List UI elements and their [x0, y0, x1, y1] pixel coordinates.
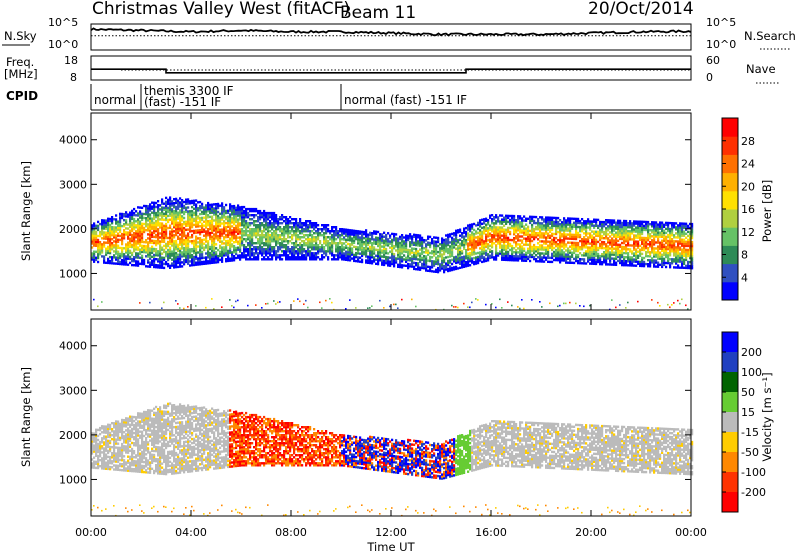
velocity-colorbar-swatch — [722, 392, 738, 413]
velocity-colorbar-tick: 100 — [741, 366, 762, 379]
power-colorbar-swatch — [722, 136, 738, 155]
power-colorbar: 4 8 12 16 20 24 28 — [721, 117, 755, 301]
noise-left-tick-bottom: 10^0 — [48, 38, 78, 51]
power-colorbar-swatch — [722, 263, 738, 283]
sky-noise-line — [90, 27, 692, 37]
power-colorbar-swatch — [722, 209, 738, 228]
time-tick-label: 08:00 — [275, 526, 307, 539]
power-colorbar-swatch — [722, 154, 738, 174]
y-tick-label: 3000 — [59, 178, 87, 191]
nave-label: Nave — [746, 62, 776, 76]
velocity-yticks: 1000 2000 3000 4000 — [59, 340, 691, 486]
velocity-colorbar-swatch — [722, 412, 738, 433]
velocity-colorbar-swatch — [722, 332, 738, 353]
nave-tick-bottom: 0 — [706, 71, 713, 84]
power-colorbar-label: Power [dB] — [760, 180, 774, 243]
velocity-colorbar-tick: 50 — [741, 386, 755, 399]
power-colorbar-swatch — [722, 227, 738, 246]
noise-left-tick-top: 10^5 — [48, 16, 78, 29]
freq-tick-bottom: 8 — [70, 71, 77, 84]
frequency-panel-frame — [90, 55, 692, 81]
velocity-colorbar-tick: 200 — [741, 346, 762, 359]
cpid-segment-label: (fast) -151 IF — [144, 95, 221, 109]
power-colorbar-tick: 24 — [741, 158, 755, 171]
frequency-line — [91, 68, 691, 74]
time-axis: 00:00 04:00 08:00 12:00 16:00 20:00 00:00 — [75, 113, 707, 539]
power-colorbar-tick: 12 — [741, 226, 755, 239]
noise-left-label: N.Sky — [4, 29, 37, 43]
power-colorbar-tick: 16 — [741, 203, 755, 216]
noise-right-tick-bottom: 10^0 — [706, 38, 736, 51]
cpid-panel: CPID normal themis 3300 IF(fast) -151 IF n… — [6, 84, 691, 111]
noise-right-tick-top: 10^5 — [706, 16, 736, 29]
velocity-scatter-cells — [91, 402, 694, 517]
cpid-label: CPID — [6, 89, 38, 103]
noise-panel-frame — [90, 23, 692, 51]
y-tick-label: 1000 — [59, 267, 87, 280]
beam-label: Beam 11 — [340, 3, 416, 23]
time-tick-label: 12:00 — [375, 526, 407, 539]
power-colorbar-tick: 4 — [741, 271, 748, 284]
velocity-colorbar-label: Velocity [m s⁻¹] — [760, 372, 774, 461]
velocity-panel: Slant Range [km] 1000 2000 3000 4000 200 100… — [19, 318, 774, 517]
velocity-colorbar-tick: -50 — [741, 446, 759, 459]
cpid-segment-label: themis 3300 IF — [144, 84, 234, 98]
velocity-colorbar-tick: -15 — [741, 426, 759, 439]
date-label: 20/Oct/2014 — [588, 0, 694, 19]
power-colorbar-swatch — [722, 190, 738, 210]
time-tick-label: 00:00 — [675, 526, 707, 539]
freq-tick-top: 18 — [64, 54, 78, 67]
power-colorbar-swatch — [722, 281, 738, 301]
freq-label: Freq. — [6, 55, 34, 69]
velocity-colorbar-tick: -200 — [741, 486, 766, 499]
y-tick-label: 4000 — [59, 134, 87, 147]
noise-panel: N.Sky 10^5 10^0 10^5 10^0 N.Search — [2, 16, 796, 51]
cpid-segment-label: normal (fast) -151 IF — [344, 93, 467, 107]
frequency-panel: Freq. [MHz] 18 8 60 0 Nave — [4, 54, 780, 84]
power-yticks: 1000 2000 3000 4000 — [59, 134, 691, 280]
power-colorbar-tick: 20 — [741, 180, 755, 193]
station-title: Christmas Valley West (fitACF) — [92, 0, 350, 19]
power-colorbar-swatch — [722, 118, 738, 137]
time-axis-label: Time UT — [366, 540, 415, 554]
velocity-colorbar-tick: 15 — [741, 406, 755, 419]
noise-right-label: N.Search — [744, 29, 796, 43]
power-colorbar-tick: 8 — [741, 249, 748, 262]
velocity-colorbar-swatch — [722, 352, 738, 373]
power-scatter-cells — [91, 196, 694, 311]
velocity-colorbar-swatch — [722, 472, 738, 493]
time-tick-label: 16:00 — [475, 526, 507, 539]
velocity-colorbar: 200 100 50 15 -15 -50 -100 -200 — [721, 331, 766, 513]
y-tick-label: 2000 — [59, 429, 87, 442]
power-ylabel: Slant Range [km] — [19, 161, 33, 261]
time-tick-label: 20:00 — [575, 526, 607, 539]
y-tick-label: 4000 — [59, 340, 87, 353]
velocity-colorbar-swatch — [722, 432, 738, 453]
power-colorbar-swatch — [722, 172, 738, 192]
power-colorbar-swatch — [722, 245, 738, 265]
y-tick-label: 1000 — [59, 473, 87, 486]
velocity-colorbar-swatch — [722, 452, 738, 473]
power-panel: Slant Range [km] 1000 2000 3000 4000 4 8 12 16… — [19, 112, 774, 311]
velocity-colorbar-swatch — [722, 492, 738, 513]
velocity-colorbar-swatch — [722, 372, 738, 393]
velocity-ylabel: Slant Range [km] — [19, 367, 33, 467]
freq-unit-label: [MHz] — [4, 67, 38, 81]
velocity-colorbar-tick: -100 — [741, 466, 766, 479]
cpid-segment-label: normal — [94, 93, 136, 107]
time-tick-label: 04:00 — [175, 526, 207, 539]
y-tick-label: 2000 — [59, 223, 87, 236]
nave-tick-top: 60 — [706, 54, 720, 67]
y-tick-label: 3000 — [59, 384, 87, 397]
power-colorbar-tick: 28 — [741, 135, 755, 148]
time-tick-label: 00:00 — [75, 526, 107, 539]
